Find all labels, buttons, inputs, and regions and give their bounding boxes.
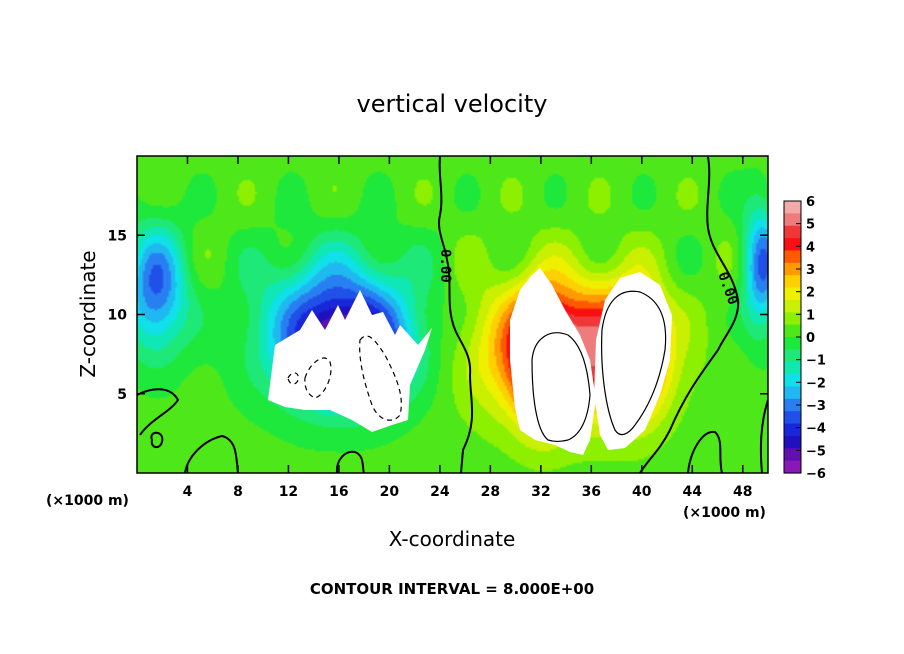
- colorbar-label: −4: [806, 422, 826, 437]
- colorbar-swatch: [784, 349, 801, 363]
- zero-contour-blob3: [335, 450, 365, 473]
- colorbar-swatch: [784, 287, 801, 301]
- colorbar-swatch: [784, 374, 801, 388]
- colorbar-label: −2: [806, 376, 826, 391]
- y-axis: 5 10 15: [108, 228, 768, 403]
- colorbar-swatch: [784, 262, 801, 276]
- downdraft-contour-tiny: [287, 372, 299, 385]
- y-tick-label: 15: [108, 228, 127, 244]
- zero-contour-blob5: [759, 399, 768, 473]
- x-tick-label: 36: [582, 484, 601, 500]
- x-axis: 4 8 12 16 20 24 28 32 36 40 44 48: [183, 156, 753, 500]
- x-tick-label: 32: [531, 484, 550, 500]
- zero-contour-right: [639, 156, 740, 473]
- updraft-contour-left: [531, 332, 591, 443]
- colorbar-label: 4: [806, 240, 815, 255]
- colorbar-swatch: [784, 411, 801, 425]
- chart-title: vertical velocity: [357, 90, 548, 118]
- white-core-updraft-left: [510, 268, 596, 455]
- contour-label-left: 0.00: [437, 249, 453, 283]
- colorbar-swatch: [784, 201, 801, 214]
- colorbar-swatch: [784, 423, 801, 437]
- downdraft-contour-inner: [359, 335, 402, 421]
- x-tick-label: 48: [733, 484, 752, 500]
- colorbar-swatch: [784, 250, 801, 264]
- updraft-contour-right: [601, 290, 667, 436]
- colorbar-swatch: [784, 398, 801, 412]
- colorbar-swatch: [784, 299, 801, 313]
- colorbar-label: 2: [806, 286, 815, 301]
- contour-lines: [137, 156, 768, 473]
- colorbar-swatch: [784, 213, 801, 227]
- x-tick-label: 12: [279, 484, 298, 500]
- colorbar-label: 3: [806, 263, 815, 278]
- updraft-contours: [531, 290, 667, 443]
- colorbar-swatch: [784, 361, 801, 375]
- y-tick-label: 10: [108, 308, 128, 324]
- y-tick-label: 5: [117, 387, 127, 403]
- colorbar-label: −1: [806, 354, 826, 369]
- colorbar-label: −3: [806, 399, 826, 414]
- white-core-updraft-right: [594, 272, 672, 450]
- x-tick-label: 24: [430, 484, 450, 500]
- zero-contour-blob1: [150, 431, 164, 448]
- colorbar-label: 6: [806, 195, 815, 210]
- colorbar-swatch: [784, 275, 801, 289]
- colorbar-swatch: [784, 312, 801, 326]
- x-tick-label: 16: [329, 484, 348, 500]
- zero-contour-bottomleft: [137, 388, 180, 436]
- colorbar-label: 1: [806, 308, 815, 323]
- x-tick-label: 20: [380, 484, 400, 500]
- colorbar-label: 0: [806, 331, 815, 346]
- colorbar-swatch: [784, 386, 801, 400]
- zero-contour-blob4: [687, 430, 723, 473]
- colorbar-swatch: [784, 460, 801, 474]
- colorbar-swatch: [784, 324, 801, 338]
- x-tick-label: 28: [481, 484, 500, 500]
- x-tick-label: 44: [683, 484, 703, 500]
- colorbar-swatch: [784, 238, 801, 252]
- zero-contour-left: [438, 156, 474, 473]
- colorbar-swatch: [784, 225, 801, 239]
- downdraft-contours: [287, 335, 402, 421]
- colorbar-swatch: [784, 435, 801, 449]
- heatmap-image: [137, 156, 768, 473]
- x-tick-label: 4: [183, 484, 193, 500]
- x-tick-label: 8: [233, 484, 243, 500]
- y-axis-label: Z-coordinate: [76, 250, 100, 377]
- colorbar: 6 5 4 3 2 1 0 −1 −2 −3 −4 −5 −6: [783, 195, 826, 482]
- x-unit-right: (×1000 m): [683, 505, 766, 521]
- colorbar-label: 5: [806, 218, 815, 233]
- x-tick-label: 40: [632, 484, 652, 500]
- colorbar-label: −5: [806, 444, 826, 459]
- colorbar-swatch: [784, 448, 801, 462]
- contour-interval-note: CONTOUR INTERVAL = 8.000E+00: [310, 580, 594, 598]
- white-core-downdraft: [268, 290, 432, 432]
- plot-area: 0.00 0.00: [137, 156, 768, 473]
- colorbar-label: −6: [806, 467, 826, 482]
- x-axis-label: X-coordinate: [389, 527, 516, 551]
- x-unit-left: (×1000 m): [46, 493, 129, 509]
- colorbar-swatch: [784, 337, 801, 350]
- zero-contour-blob2: [184, 434, 239, 473]
- downdraft-contour-small: [304, 357, 332, 399]
